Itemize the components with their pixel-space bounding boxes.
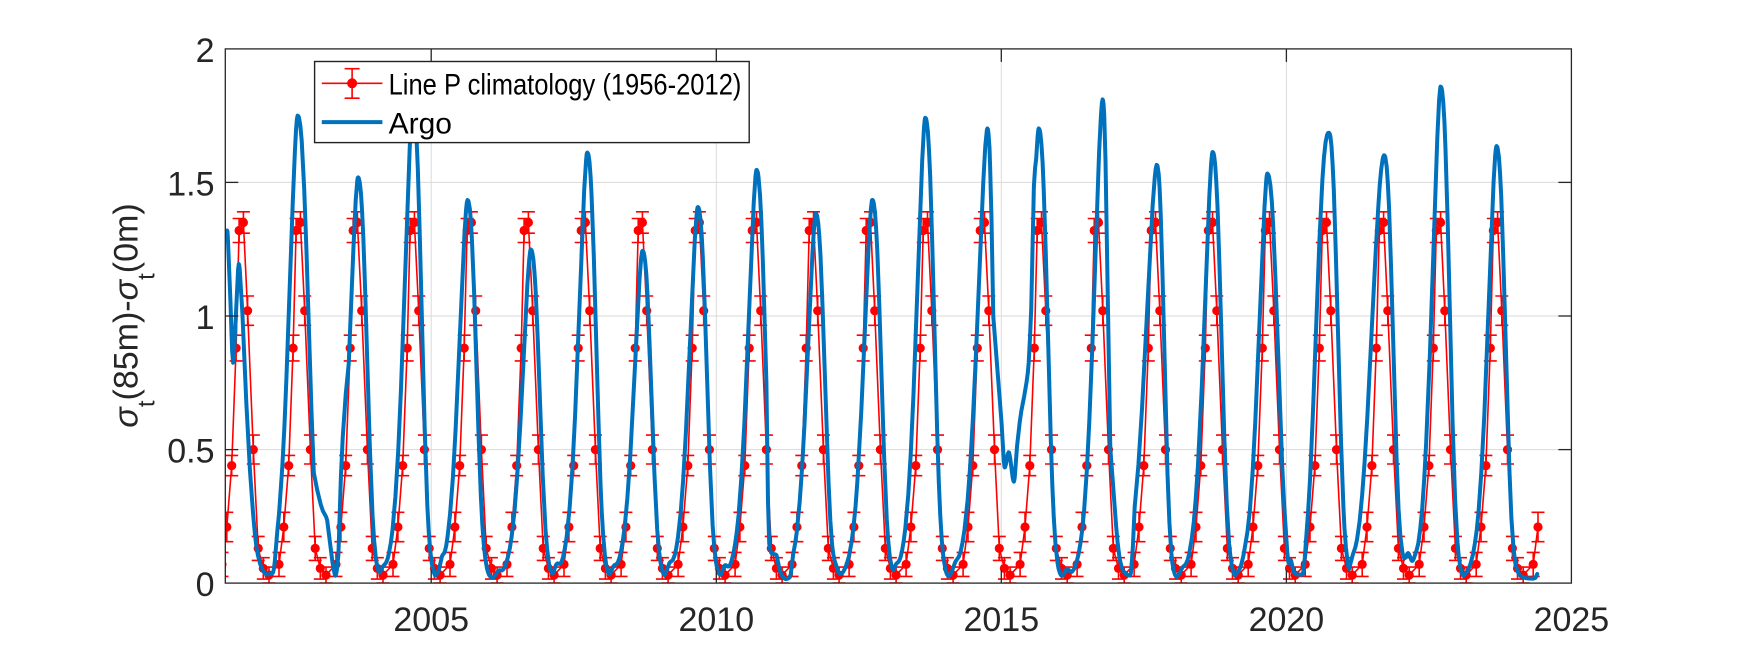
svg-text:0.5: 0.5 [167,433,214,471]
svg-text:1: 1 [196,299,215,337]
svg-text:2005: 2005 [393,601,469,639]
svg-text:0: 0 [196,566,215,604]
svg-text:1.5: 1.5 [167,165,214,203]
svg-text:Argo: Argo [389,107,452,140]
svg-text:σt(85m)-σt(0m): σt(85m)-σt(0m) [108,203,161,427]
svg-text:Line P climatology (1956-2012): Line P climatology (1956-2012) [389,69,742,102]
svg-text:2025: 2025 [1534,601,1610,639]
svg-text:2: 2 [196,32,215,70]
svg-text:2015: 2015 [963,601,1039,639]
svg-text:2020: 2020 [1249,601,1325,639]
svg-text:2010: 2010 [678,601,754,639]
